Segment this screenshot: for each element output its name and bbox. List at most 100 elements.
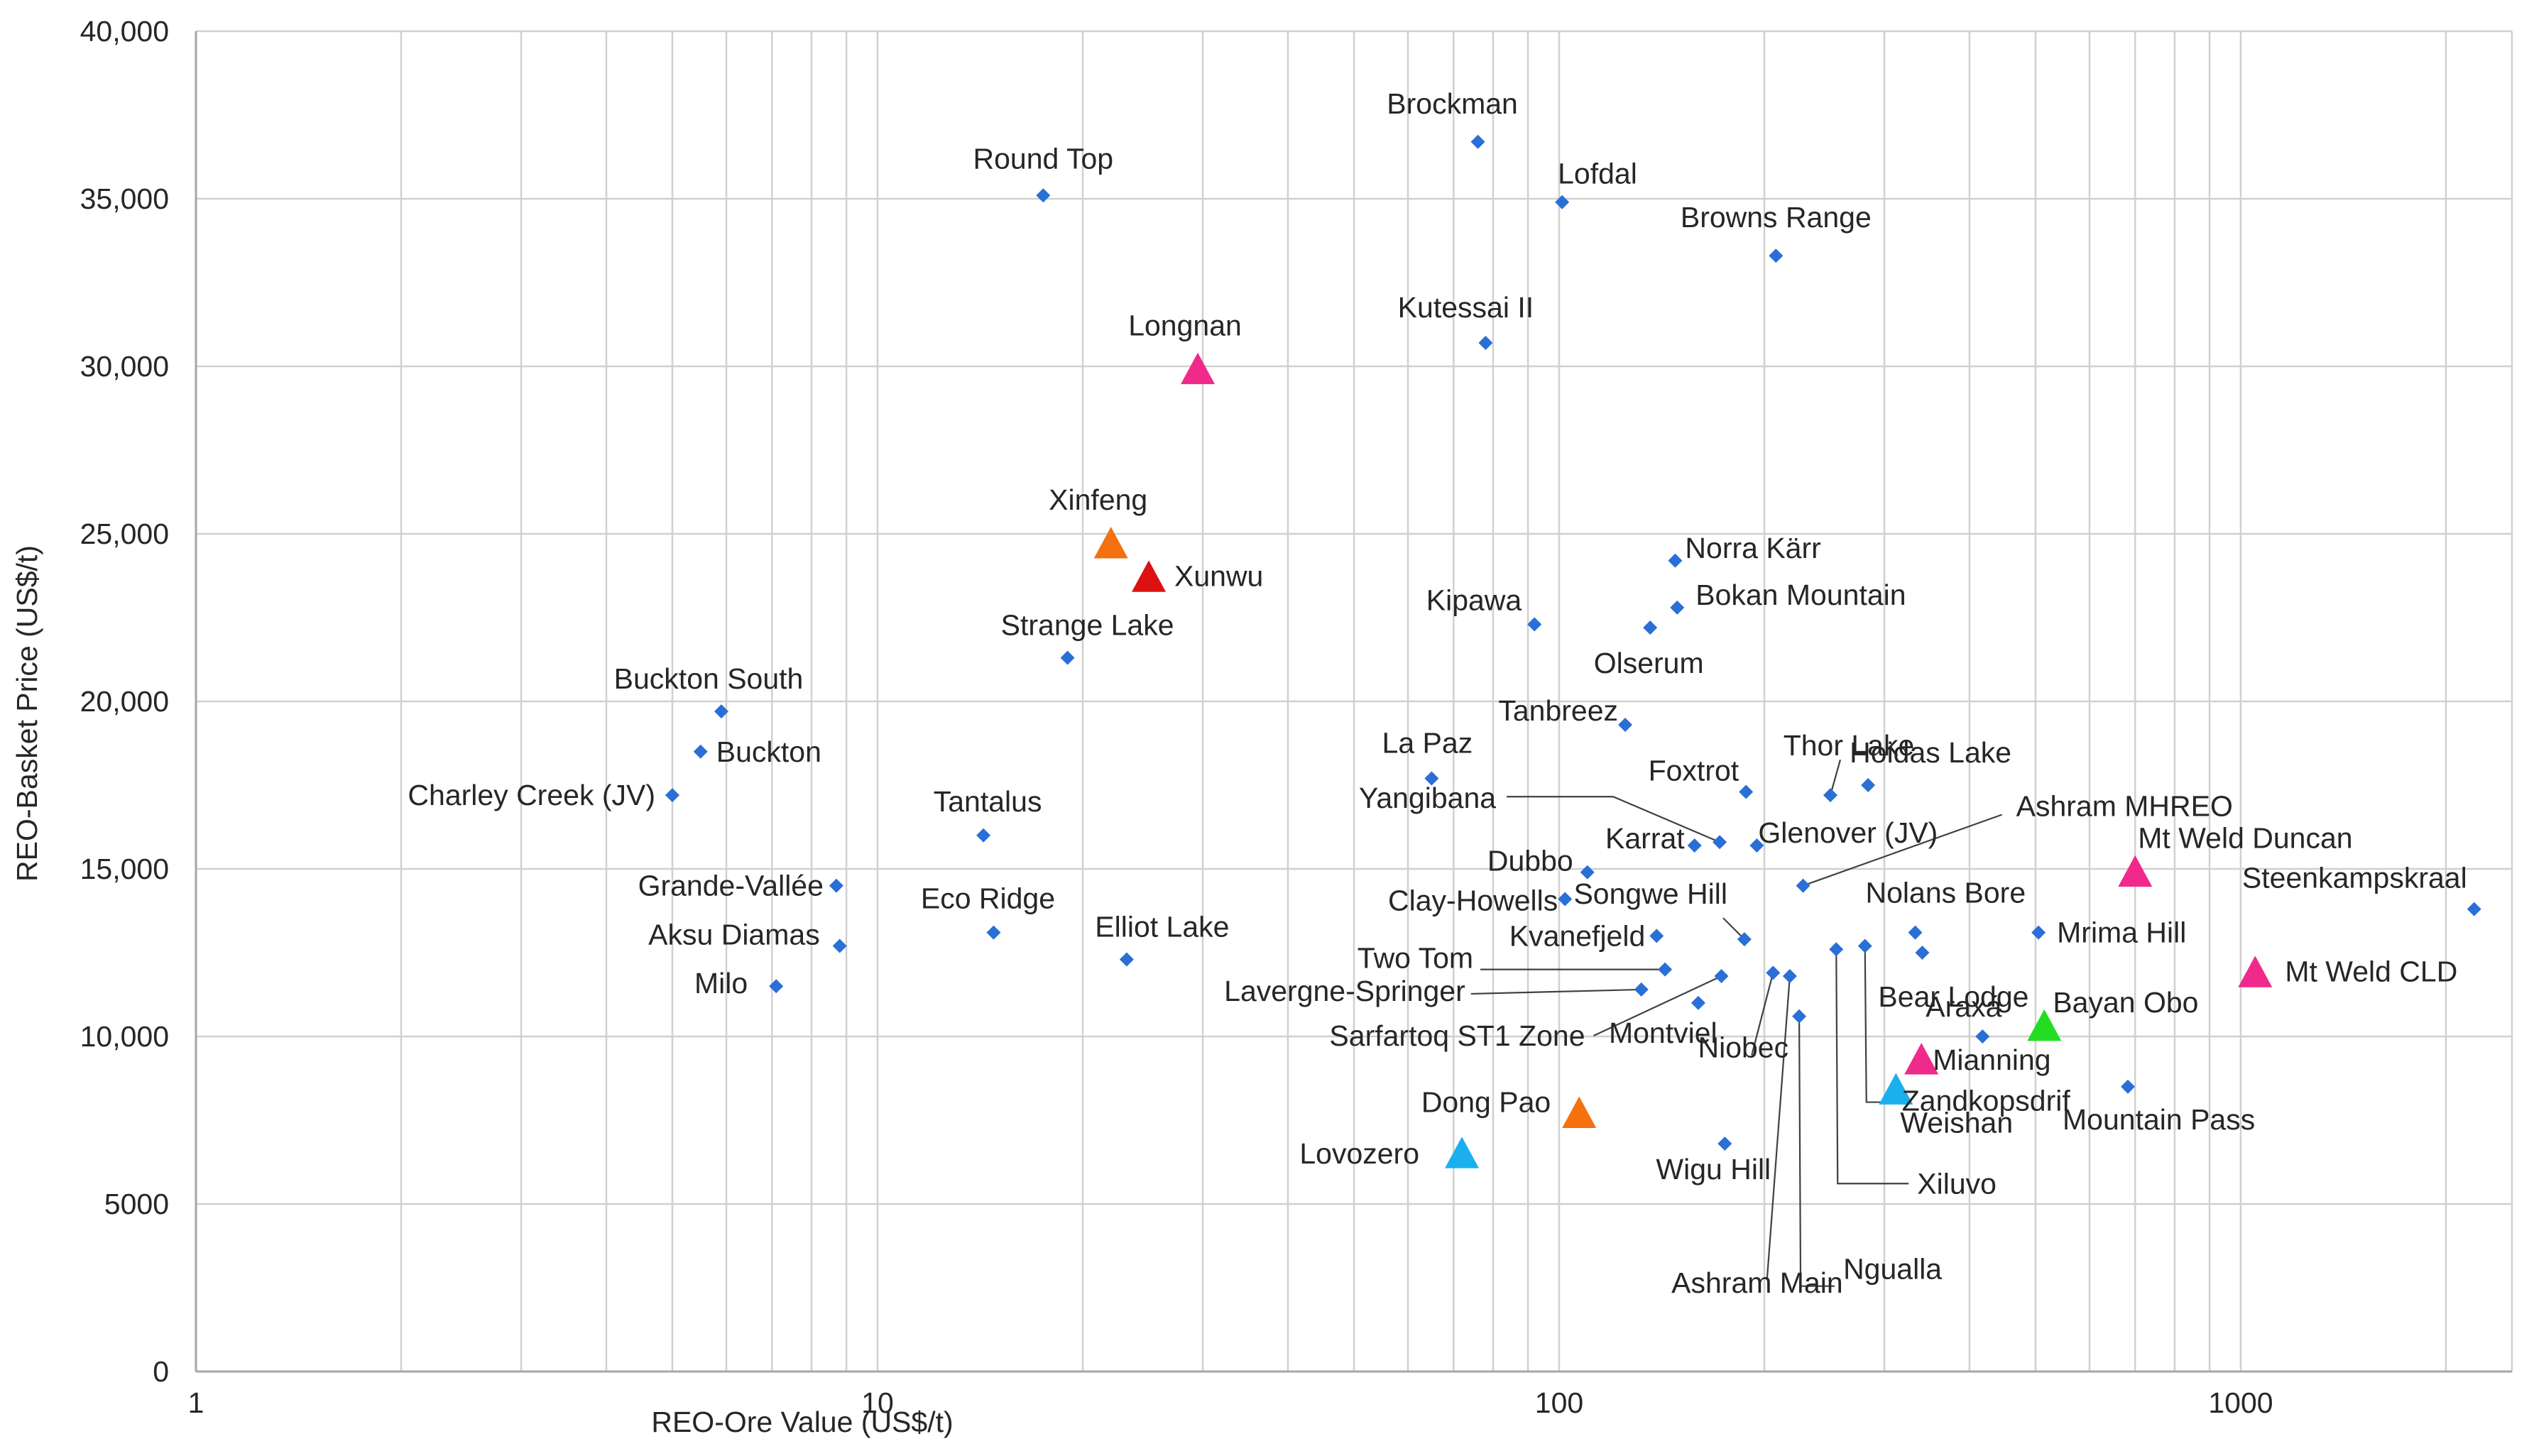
point-label: Nolans Bore xyxy=(1866,877,2026,909)
point-label: Foxtrot xyxy=(1649,754,1739,787)
diamond-point xyxy=(714,704,729,719)
diamond-point xyxy=(1713,835,1727,850)
x-tick-label: 10 xyxy=(861,1386,894,1419)
point-label: Karrat xyxy=(1605,822,1685,855)
point-label: La Paz xyxy=(1382,727,1473,760)
diamond-point xyxy=(1766,965,1781,980)
y-tick-label: 15,000 xyxy=(80,853,169,885)
point-label: Longnan xyxy=(1128,310,1242,342)
point-label: Xunwu xyxy=(1174,559,1263,592)
y-tick-label: 20,000 xyxy=(80,685,169,718)
point-label: Mt Weld CLD xyxy=(2285,955,2457,987)
leader-line xyxy=(1507,796,1720,843)
triangle-point xyxy=(1093,527,1128,559)
point-label: Eco Ridge xyxy=(921,882,1055,915)
point-label: Ashram MHREO xyxy=(2016,790,2233,823)
diamond-point xyxy=(1861,778,1876,792)
leader-line xyxy=(1798,1016,1835,1287)
diamond-point xyxy=(1823,788,1838,803)
diamond-point xyxy=(986,925,1001,940)
diamond-point xyxy=(1829,942,1844,957)
point-label: Mianning xyxy=(1933,1044,2050,1076)
point-label: Two Tom xyxy=(1358,942,1473,975)
point-label: Charley Creek (JV) xyxy=(408,779,655,811)
triangle-point xyxy=(1562,1096,1597,1128)
point-label: Hoidas Lake xyxy=(1850,736,2011,769)
point-label: Tantalus xyxy=(934,785,1042,818)
point-label: Norra Kärr xyxy=(1685,532,1820,564)
y-tick-label: 40,000 xyxy=(80,15,169,48)
triangle-point xyxy=(2238,956,2273,987)
point-label: Olserum xyxy=(1594,647,1704,679)
diamond-point xyxy=(2031,925,2046,940)
point-label: Wigu Hill xyxy=(1656,1153,1771,1186)
point-labels: Round Top Brockman Lofdal Browns Range Kutes… xyxy=(408,87,2467,1299)
diamond-point xyxy=(1782,969,1797,984)
diamond-point xyxy=(1915,946,1930,960)
point-label: Kvanefjeld xyxy=(1509,919,1645,952)
point-label: Lavergne-Springer xyxy=(1224,975,1465,1007)
point-label: Dong Pao xyxy=(1421,1086,1551,1119)
diamond-point xyxy=(1749,838,1764,853)
diamond-point xyxy=(976,828,991,843)
diamond-point xyxy=(1580,865,1595,880)
leader-line xyxy=(1593,975,1722,1037)
point-label: Tanbreez xyxy=(1498,694,1618,727)
x-axis-title: REO-Ore Value (US$/t) xyxy=(651,1406,953,1438)
point-label: Xiluvo xyxy=(1917,1167,1997,1200)
point-label: Round Top xyxy=(973,142,1114,175)
point-label: Bokan Mountain xyxy=(1695,579,1906,611)
point-label: Mrima Hill xyxy=(2057,916,2186,949)
diamond-point xyxy=(665,788,680,803)
point-label: Browns Range xyxy=(1681,201,1872,234)
x-tick-label: 1 xyxy=(188,1386,204,1419)
point-label: Clay-Howells xyxy=(1388,884,1558,916)
diamond-point xyxy=(1527,617,1542,632)
y-tick-label: 30,000 xyxy=(80,350,169,383)
point-label: Thor Lake xyxy=(1784,729,1915,762)
point-label: Kipawa xyxy=(1426,584,1522,616)
point-label: Milo xyxy=(694,967,748,1000)
leader-line xyxy=(1829,759,1842,796)
y-tick-label: 25,000 xyxy=(80,518,169,550)
leader-line xyxy=(1751,973,1774,1056)
diamond-point xyxy=(1737,932,1752,947)
point-label: Niobec xyxy=(1698,1031,1788,1063)
point-label: Weishan xyxy=(1900,1107,2013,1139)
diamond-point xyxy=(1478,335,1493,350)
diamond-point xyxy=(1618,718,1633,733)
point-label: Grande-Vallée xyxy=(638,870,824,902)
triangle-point xyxy=(2118,855,2153,887)
diamond-point xyxy=(2121,1079,2136,1094)
triangle-point xyxy=(2027,1009,2062,1041)
point-label: Brockman xyxy=(1387,87,1518,120)
diamond-point xyxy=(1739,784,1754,799)
point-label: Aksu Diamas xyxy=(648,919,820,951)
diamond-point xyxy=(1857,938,1872,953)
y-tick-label: 10,000 xyxy=(80,1020,169,1053)
point-label: Ashram Main xyxy=(1671,1266,1843,1299)
point-label: Lofdal xyxy=(1558,158,1637,190)
triangle-point xyxy=(1132,560,1167,592)
diamond-point xyxy=(1690,995,1705,1010)
point-label: Buckton xyxy=(716,735,821,768)
point-label: Sarfartoq ST1 Zone xyxy=(1329,1019,1585,1052)
diamond-point xyxy=(1558,892,1573,907)
diamond-point xyxy=(1687,838,1702,853)
leader-line xyxy=(1766,975,1791,1279)
leader-line xyxy=(1864,946,1895,1103)
triangle-point xyxy=(1181,352,1216,385)
y-tick-label: 5000 xyxy=(104,1188,169,1220)
diamond-point xyxy=(829,878,843,893)
diamond-point xyxy=(1670,600,1685,615)
grid xyxy=(195,30,2513,1373)
triangle-point xyxy=(1879,1073,1913,1105)
point-label: Montviel xyxy=(1609,1017,1717,1049)
diamond-point xyxy=(1470,134,1485,149)
point-label: Dubbo xyxy=(1487,845,1573,877)
diamond-point xyxy=(1649,929,1664,943)
point-label: Yangibana xyxy=(1359,782,1496,814)
point-label: Lovozero xyxy=(1299,1137,1419,1170)
diamond-point xyxy=(1036,188,1051,203)
